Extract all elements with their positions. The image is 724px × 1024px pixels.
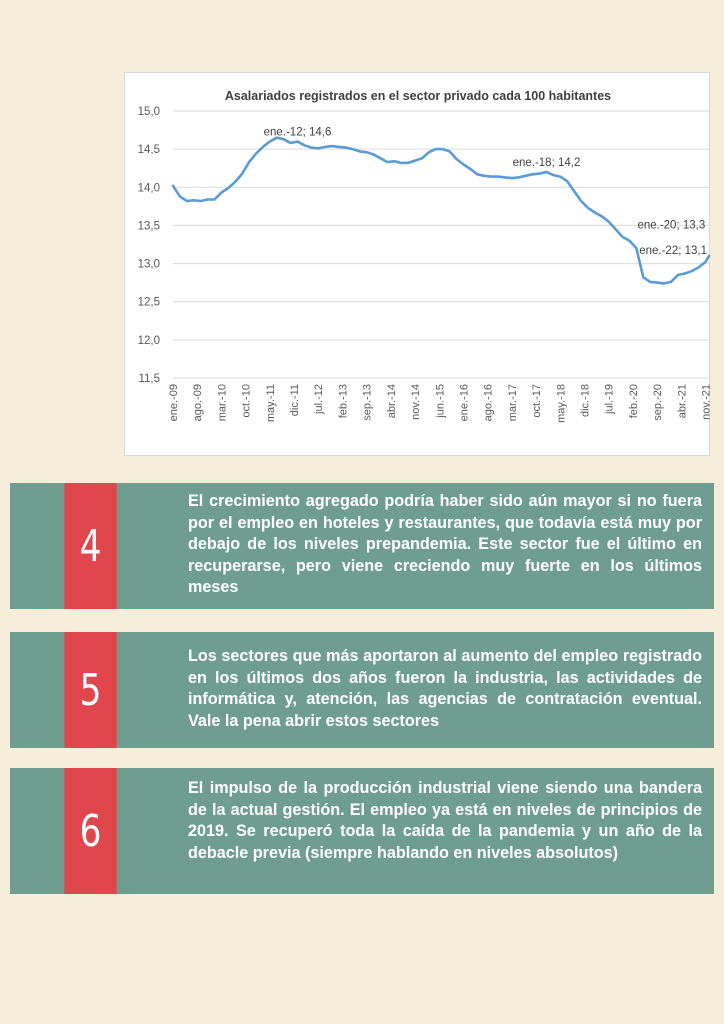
info-card-4: 4 El crecimiento agregado podría haber s… [10, 483, 714, 609]
x-tick-label: nov.-21 [701, 384, 711, 420]
card-number-4: 4 [64, 483, 117, 609]
x-tick-label: mar.-10 [216, 384, 228, 421]
x-tick-label: sep.-20 [652, 384, 664, 421]
x-tick-label: ene.-16 [458, 384, 470, 421]
chart-title: Asalariados registrados en el sector pri… [225, 89, 611, 103]
series-line [171, 136, 711, 285]
data-label: ene.-22; 13,1 [639, 245, 707, 257]
x-tick-label: mar.-17 [507, 384, 519, 421]
x-tick-label: oct.-17 [531, 384, 543, 418]
data-label: ene.-18; 14,2 [513, 157, 581, 169]
x-tick-label: jul.-12 [313, 384, 325, 415]
card-text-4: El crecimiento agregado podría haber sid… [188, 492, 702, 596]
info-card-5: 5 Los sectores que más aportaron al aume… [10, 632, 714, 748]
x-tick-label: ago.-16 [483, 384, 495, 421]
x-tick-label: abr.-21 [676, 384, 688, 418]
x-tick-label: oct.-10 [241, 384, 253, 418]
data-label: ene.-12; 14,6 [264, 127, 332, 139]
data-label: ene.-20; 13,3 [637, 220, 705, 232]
y-tick-label: 11,5 [138, 373, 160, 385]
x-tick-label: abr.-14 [386, 384, 398, 418]
x-tick-label: feb.-20 [628, 384, 640, 418]
x-tick-label: dic.-18 [580, 384, 592, 417]
chart-card: Asalariados registrados en el sector pri… [124, 72, 711, 456]
card-number-5: 5 [64, 632, 117, 748]
x-tick-label: feb.-13 [337, 384, 349, 418]
x-tick-label: dic.-11 [289, 384, 301, 416]
info-card-6: 6 El impulso de la producción industrial… [10, 768, 714, 894]
x-tick-label: nov.-14 [410, 384, 422, 420]
y-tick-label: 12,0 [138, 335, 160, 347]
x-tick-label: jun.-15 [434, 384, 446, 419]
card-number-6: 6 [64, 768, 117, 894]
x-tick-label: ene.-09 [168, 384, 180, 421]
x-tick-label: ago.-09 [192, 384, 204, 421]
y-tick-label: 14,0 [138, 182, 160, 194]
y-tick-label: 13,5 [138, 220, 160, 232]
x-tick-label: sep.-13 [362, 384, 374, 421]
line-chart: Asalariados registrados en el sector pri… [138, 89, 711, 423]
y-tick-label: 13,0 [138, 259, 160, 271]
y-tick-label: 15,0 [138, 106, 160, 118]
x-tick-label: jul.-19 [604, 384, 616, 415]
y-tick-label: 12,5 [138, 297, 160, 309]
y-tick-label: 14,5 [138, 144, 160, 156]
card-text-5: Los sectores que más aportaron al aument… [188, 647, 702, 730]
card-text-6: El impulso de la producción industrial v… [188, 779, 702, 862]
x-tick-label: may.-18 [555, 384, 567, 423]
x-tick-label: may.-11 [265, 384, 277, 422]
